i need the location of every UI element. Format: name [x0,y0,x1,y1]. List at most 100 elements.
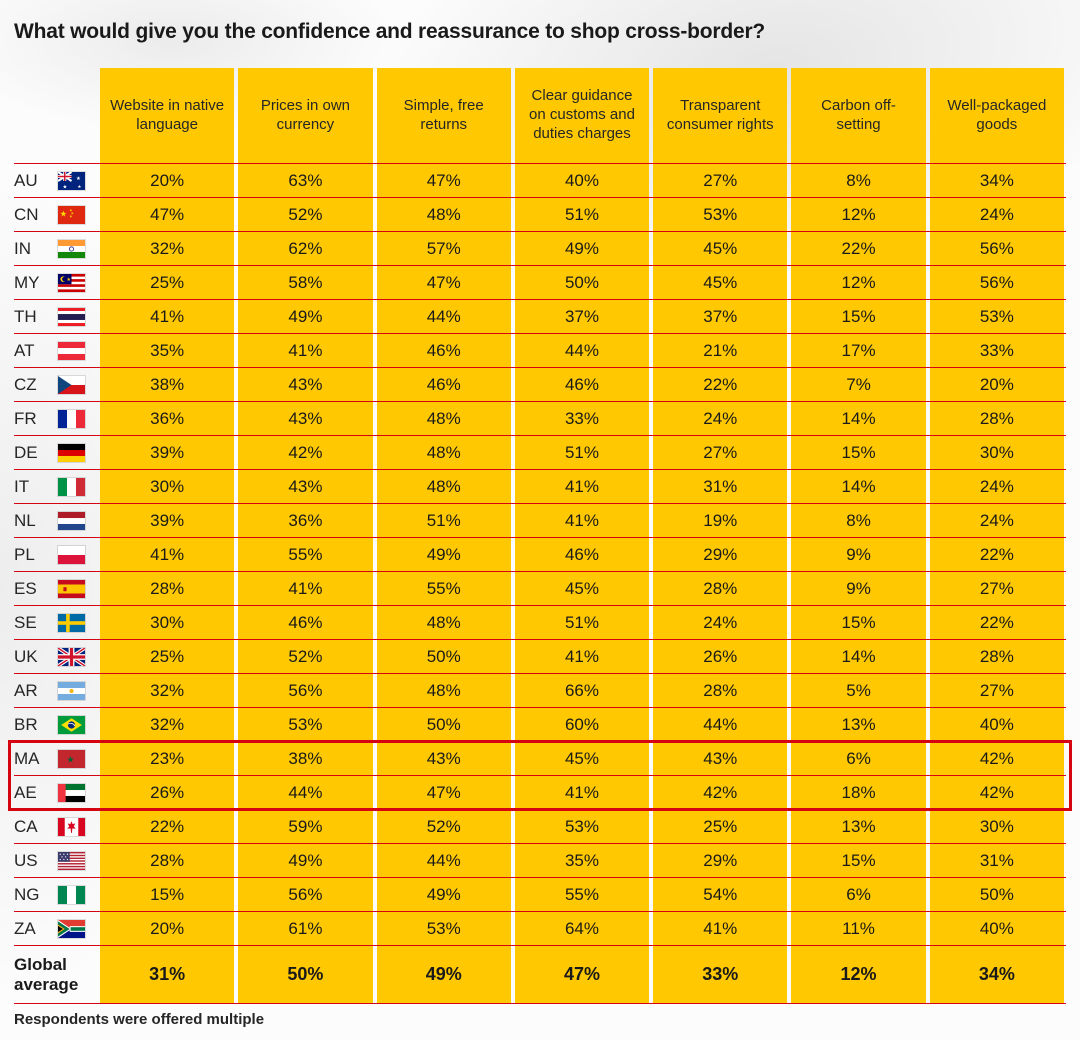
table-row-th: TH 41% 49% 44% 37% 37% 15% 53% [14,300,1066,334]
country-cell-au: AU ★ ★ ★ [14,164,98,197]
value-cell: 36% [238,504,373,537]
country-code: CN [14,204,39,224]
page-title: What would give you the confidence and r… [14,20,766,43]
flag-uk-icon [58,647,85,666]
value-cell: 53% [376,912,511,945]
value-cell: 53% [653,198,788,231]
value-cell: 47% [376,266,511,299]
global-average-row: Global average 31% 50% 49% 47% 33% 12% 34% [14,946,1066,1004]
country-cell-it: IT [14,470,98,503]
flag-pl-icon [58,545,85,564]
value-cell: 41% [514,470,650,503]
value-cell: 50% [376,640,511,673]
country-cell-nl: NL [14,504,98,537]
country-cell-cn: CN ★ ★ ★ ★ [14,198,98,231]
table-row-ng: NG 15% 56% 49% 55% 54% 6% 50% [14,878,1066,912]
value-cell: 39% [100,436,235,469]
value-cell: 46% [514,368,650,401]
country-code: PL [14,544,35,564]
value-cell: 56% [238,878,373,911]
value-cell: 38% [238,742,373,775]
value-cell: 41% [514,640,650,673]
value-cell: 6% [791,742,926,775]
value-cell: 46% [238,606,373,639]
value-cell: 44% [376,844,511,877]
column-header: Simple, free returns [376,68,511,163]
flag-ca-icon [58,817,85,836]
value-cell: 9% [791,572,926,605]
value-cell: 31% [929,844,1064,877]
table-row-nl: NL 39% 36% 51% 41% 19% 8% 24% [14,504,1066,538]
value-cell: 22% [100,810,235,843]
value-cell: 24% [653,606,788,639]
value-cell: 40% [929,708,1064,741]
value-cell: 48% [376,402,511,435]
flag-cz-icon [58,375,85,394]
value-cell: 52% [238,640,373,673]
value-cell: 30% [929,810,1064,843]
value-cell: 50% [929,878,1064,911]
country-code: CZ [14,374,37,394]
value-cell: 28% [653,572,788,605]
country-code: BR [14,714,38,734]
value-cell: 51% [514,436,650,469]
country-code: IN [14,238,31,258]
country-cell-es: ES [14,572,98,605]
flag-my-icon: ★ [58,273,85,292]
value-cell: 5% [791,674,926,707]
value-cell: 32% [100,708,235,741]
value-cell: 29% [653,538,788,571]
value-cell: 28% [929,640,1064,673]
global-average-value-cell: 31% [100,946,235,1003]
value-cell: 44% [376,300,511,333]
flag-ng-icon [58,885,85,904]
value-cell: 66% [514,674,650,707]
value-cell: 62% [238,232,373,265]
global-average-value-cell: 49% [376,946,511,1003]
value-cell: 25% [100,266,235,299]
value-cell: 43% [376,742,511,775]
flag-nl-icon [58,511,85,530]
value-cell: 36% [100,402,235,435]
value-cell: 15% [791,844,926,877]
value-cell: 42% [929,742,1064,775]
table-row-in: IN 32% 62% 57% 49% 45% 22% 56% [14,232,1066,266]
value-cell: 26% [653,640,788,673]
global-average-value-cell: 50% [238,946,373,1003]
value-cell: 42% [929,776,1064,809]
value-cell: 20% [100,164,235,197]
highlight-box: MA ★ 23% 38% 43% 45% 43% 6% 42% AE 26% 44% 47% 41% 42%… [8,740,1072,811]
value-cell: 29% [653,844,788,877]
data-table: Website in native language Prices in own … [8,68,1072,1004]
value-cell: 35% [100,334,235,367]
country-cell-ae: AE [14,776,98,809]
value-cell: 51% [376,504,511,537]
value-cell: 14% [791,402,926,435]
table-row-ae: AE 26% 44% 47% 41% 42% 18% 42% [14,776,1066,810]
value-cell: 43% [238,402,373,435]
flag-za-icon [58,919,85,938]
value-cell: 27% [653,436,788,469]
value-cell: 46% [376,334,511,367]
value-cell: 43% [238,470,373,503]
value-cell: 44% [514,334,650,367]
country-cell-ng: NG [14,878,98,911]
country-cell-at: AT [14,334,98,367]
value-cell: 51% [514,198,650,231]
country-code: DE [14,442,38,462]
country-code: MA [14,748,40,768]
value-cell: 49% [376,538,511,571]
value-cell: 11% [791,912,926,945]
value-cell: 8% [791,164,926,197]
flag-es-icon [58,579,85,598]
country-code: MY [14,272,40,292]
table-row-pl: PL 41% 55% 49% 46% 29% 9% 22% [14,538,1066,572]
value-cell: 40% [514,164,650,197]
value-cell: 41% [238,572,373,605]
country-code: AT [14,340,35,360]
value-cell: 46% [376,368,511,401]
svg-text:★: ★ [67,277,72,283]
country-cell-us: US [14,844,98,877]
value-cell: 49% [238,300,373,333]
value-cell: 43% [238,368,373,401]
